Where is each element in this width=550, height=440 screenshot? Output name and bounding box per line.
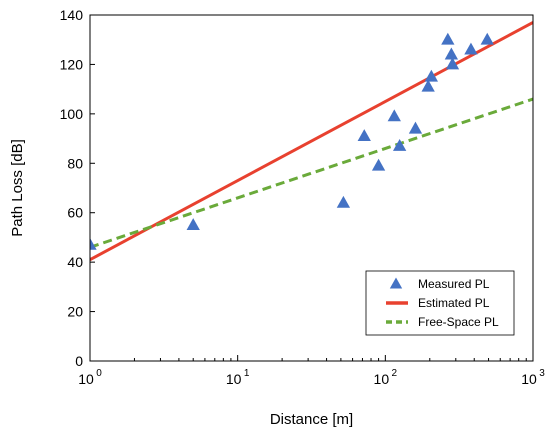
measured-pl-point	[371, 158, 386, 171]
y-tick-label: 140	[60, 7, 84, 23]
y-axis: 0 20 40 60 80 100 120 140	[60, 7, 95, 369]
x-tick-label: 10	[521, 371, 537, 387]
measured-pl-point	[480, 32, 494, 45]
x-tick-exponent: 2	[392, 368, 398, 379]
measured-pl-point	[357, 129, 371, 141]
measured-pl-point	[444, 47, 459, 60]
y-tick-label: 100	[60, 106, 84, 122]
y-tick-label: 40	[67, 254, 83, 270]
legend-marker-triangle	[389, 277, 403, 289]
measured-pl-point	[441, 32, 455, 45]
estimated-pl-line	[90, 21, 533, 261]
x-tick-exponent: 0	[96, 368, 102, 379]
y-tick-label: 120	[60, 56, 84, 72]
x-tick-label: 10	[78, 371, 94, 387]
measured-pl-point	[445, 57, 460, 70]
measured-pl-point	[90, 237, 97, 250]
x-tick-label: 10	[374, 371, 390, 387]
free-space-pl-line	[90, 97, 533, 249]
y-axis-title: Path Loss [dB]	[9, 139, 26, 237]
measured-pl-point	[421, 79, 435, 92]
legend-label: Free-Space PL	[418, 315, 499, 329]
legend: Measured PL Estimated PL Free-Space PL	[365, 270, 515, 336]
measured-pl-point	[336, 195, 351, 208]
x-axis-title: Distance [m]	[270, 411, 353, 428]
legend-label: Measured PL	[418, 277, 490, 291]
measured-pl-point	[186, 218, 200, 230]
x-axis: 10 0 10 1 10 2 10 3	[78, 355, 545, 387]
x-tick-exponent: 3	[539, 368, 545, 379]
plot-area	[90, 21, 533, 261]
measured-pl-point	[408, 121, 423, 134]
measured-pl-point	[464, 42, 478, 55]
y-tick-label: 60	[67, 205, 83, 221]
measured-pl-point	[392, 138, 407, 151]
measured-pl-point	[424, 69, 439, 82]
y-tick-label: 20	[67, 304, 83, 320]
legend-label: Estimated PL	[418, 296, 490, 310]
measured-pl-point	[387, 109, 401, 122]
plot-frame	[89, 14, 534, 362]
x-tick-label: 10	[226, 371, 242, 387]
y-tick-label: 80	[67, 155, 83, 171]
x-tick-exponent: 1	[244, 368, 250, 379]
y-tick-label: 0	[75, 353, 83, 369]
